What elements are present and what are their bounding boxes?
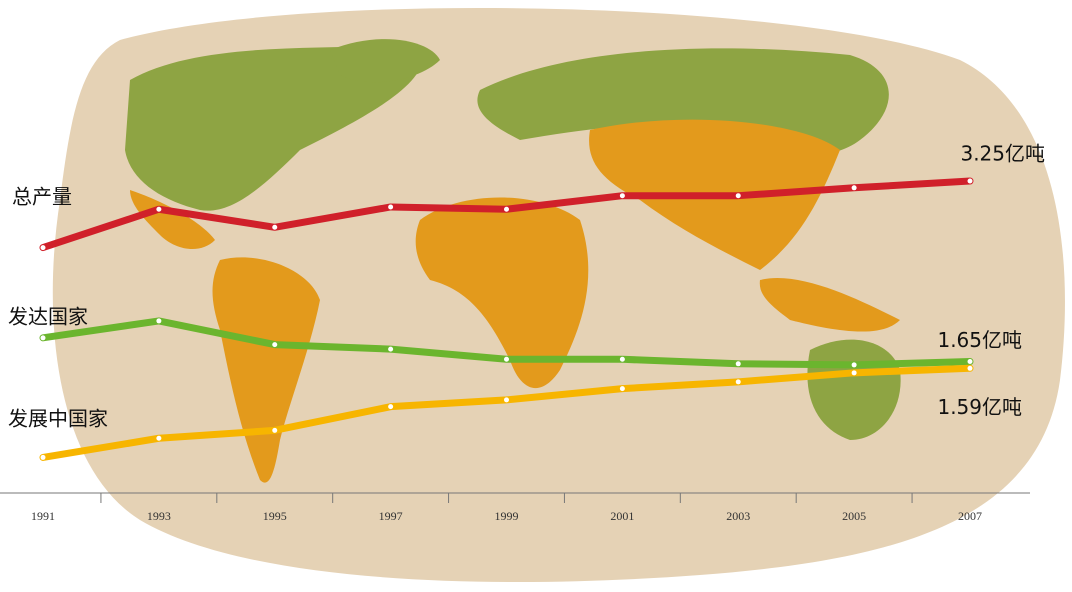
data-point <box>735 361 741 367</box>
data-point <box>388 404 394 410</box>
series-label: 总产量 <box>12 185 72 209</box>
x-tick-label: 1995 <box>263 509 287 523</box>
x-tick-label: 1991 <box>31 509 55 523</box>
data-point <box>40 454 46 460</box>
x-tick-label: 2003 <box>726 509 750 523</box>
data-point <box>619 386 625 392</box>
data-point <box>156 318 162 324</box>
value-label: 1.65亿吨 <box>937 328 1022 352</box>
x-tick-label: 1993 <box>147 509 171 523</box>
value-label: 1.59亿吨 <box>937 395 1022 419</box>
data-point <box>851 185 857 191</box>
data-point <box>504 356 509 362</box>
series-label: 发展中国家 <box>8 407 108 431</box>
data-point <box>156 435 162 441</box>
data-point <box>156 206 162 212</box>
series-label: 发达国家 <box>8 305 88 329</box>
data-point <box>851 370 857 376</box>
data-point <box>388 346 394 352</box>
data-point <box>967 178 973 184</box>
data-point <box>272 342 278 348</box>
data-point <box>272 427 278 433</box>
data-point <box>272 224 278 230</box>
data-point <box>735 379 741 385</box>
data-point <box>619 356 625 362</box>
data-point <box>40 335 46 341</box>
value-label: 3.25亿吨 <box>960 142 1045 166</box>
map-background <box>52 7 1065 583</box>
data-point <box>504 397 509 403</box>
x-tick-label: 2001 <box>610 509 634 523</box>
data-point <box>967 359 973 365</box>
data-point <box>967 365 973 371</box>
x-tick-label: 1999 <box>495 509 519 523</box>
data-point <box>388 204 394 210</box>
data-point <box>619 193 625 199</box>
x-tick-label: 1997 <box>379 509 403 523</box>
data-point <box>851 362 857 368</box>
data-point <box>735 193 741 199</box>
data-point <box>504 206 509 212</box>
x-tick-label: 2007 <box>958 509 982 523</box>
data-point <box>40 245 46 251</box>
x-tick-label: 2005 <box>842 509 866 523</box>
